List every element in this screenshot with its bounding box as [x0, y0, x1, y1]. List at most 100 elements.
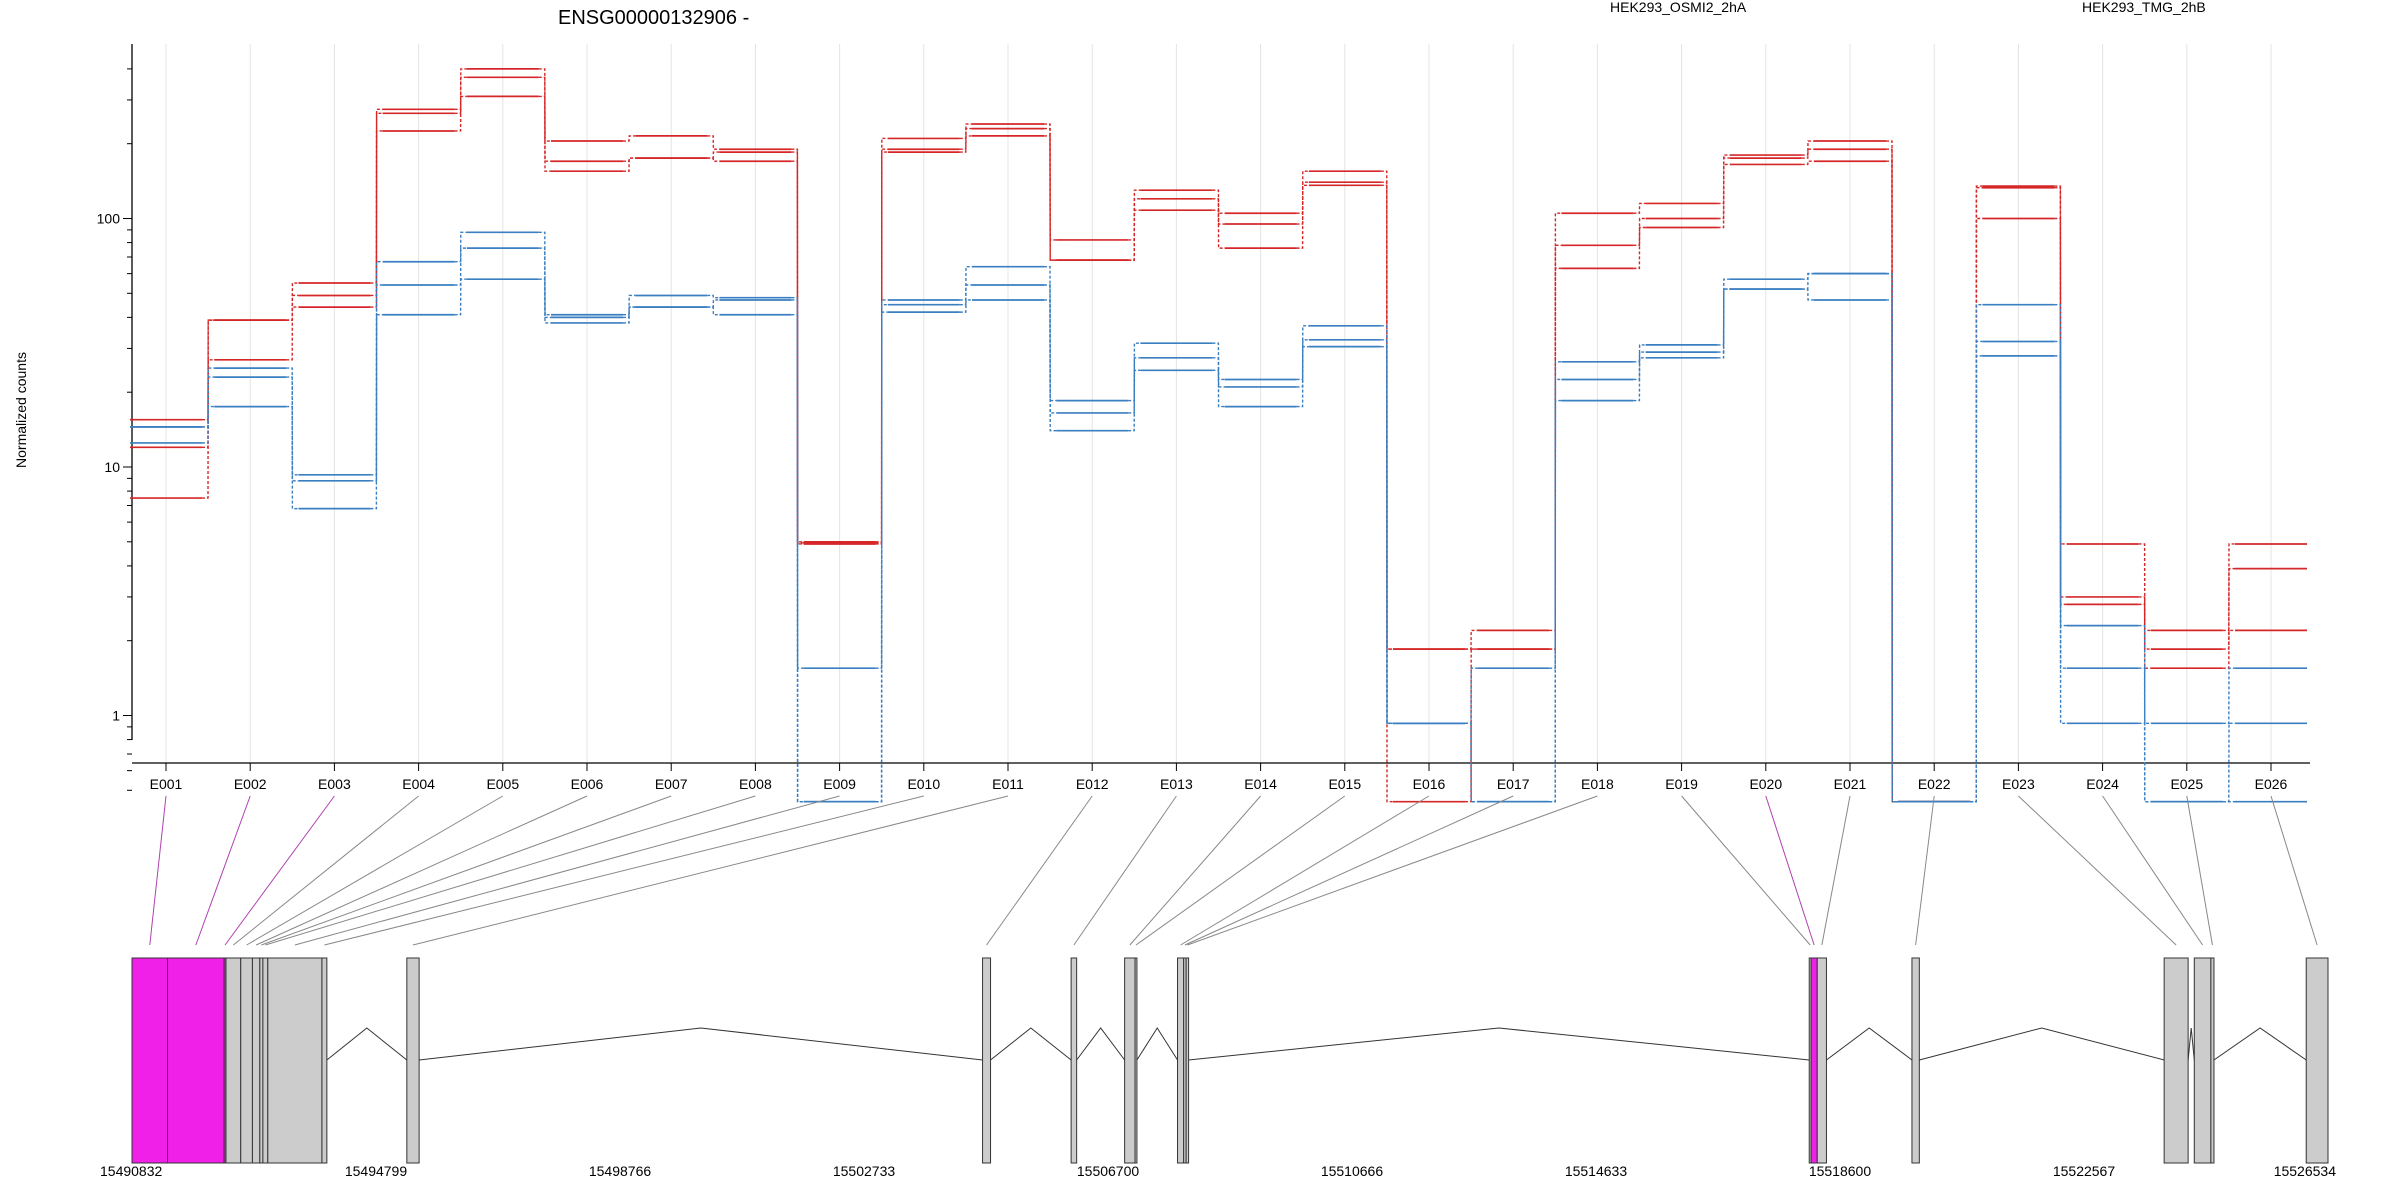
exon-E018 [1185, 957, 1190, 1164]
transition-E019 [1717, 163, 1730, 229]
y-tick-label: 1 [112, 708, 120, 724]
transition-E017 [1549, 212, 1562, 632]
legend-item-2: HEK293_TMG_2hB [2082, 0, 2206, 15]
transition-E019 [1717, 288, 1730, 359]
transition-E021 [1886, 299, 1899, 803]
transition-E009 [875, 299, 888, 669]
transition-E012 [1128, 209, 1141, 261]
transition-E020 [1801, 288, 1814, 301]
transition-E012 [1128, 342, 1141, 402]
transition-E023 [2054, 355, 2067, 725]
exon-E011 [406, 957, 420, 1164]
exon-E012 [982, 957, 992, 1164]
transition-E011 [1044, 265, 1057, 402]
genomic-tick-label: 15522567 [2053, 1163, 2116, 1179]
connector-E013 [1073, 795, 1177, 946]
transition-E022 [1970, 185, 1983, 803]
x-tick-label-E025: E025 [2170, 776, 2203, 792]
transition-E011 [1044, 123, 1057, 241]
transition-E010 [959, 127, 972, 150]
transition-E015 [1380, 345, 1393, 725]
transition-E007 [707, 157, 720, 162]
connector-E026 [2270, 795, 2318, 946]
x-tick-label-E026: E026 [2255, 776, 2288, 792]
x-tick-label-E004: E004 [402, 776, 435, 792]
intron-2 [419, 1027, 983, 1061]
x-tick-label-E013: E013 [1160, 776, 1193, 792]
transition-E001 [202, 319, 215, 499]
x-tick-label-E016: E016 [1413, 776, 1446, 792]
transition-E003 [370, 284, 383, 482]
exon-E024 [2193, 957, 2212, 1164]
transition-E002 [286, 306, 299, 321]
series-5 [130, 247, 2307, 803]
intron-7 [1826, 1027, 1913, 1061]
transition-E007 [707, 299, 720, 308]
transition-E004 [454, 231, 467, 263]
transition-E004 [454, 278, 467, 316]
transition-E016 [1465, 629, 1478, 650]
y-axis-label: Normalized counts [13, 352, 29, 468]
transition-E003 [370, 130, 383, 308]
exon-E023 [2163, 957, 2189, 1164]
x-tick-label-E018: E018 [1581, 776, 1614, 792]
connector-E021 [1821, 795, 1851, 946]
genomic-tick-label: 15526534 [2274, 1163, 2337, 1179]
chart-title: ENSG00000132906 - [558, 7, 749, 29]
genomic-axis: 15490832 15494799 15498766 15502733 15506700… [100, 1163, 2336, 1179]
transition-E020 [1801, 160, 1814, 166]
transition-E015 [1380, 184, 1393, 803]
x-tick-label-E024: E024 [2086, 776, 2119, 792]
connector-E016 [1180, 795, 1430, 946]
transition-E003 [370, 314, 383, 510]
transition-E025 [2222, 543, 2235, 632]
exon-E026 [2305, 957, 2329, 1164]
series-6 [130, 278, 2307, 803]
transition-E006 [623, 306, 636, 324]
x-tick-label-E010: E010 [907, 776, 940, 792]
x-tick-label-E023: E023 [2002, 776, 2035, 792]
intron-3 [990, 1027, 1072, 1061]
transition-E006 [623, 294, 636, 316]
x-tick-label-E017: E017 [1497, 776, 1530, 792]
series-lines [130, 68, 2307, 803]
transition-E025 [2222, 667, 2235, 725]
transition-E013 [1212, 209, 1225, 249]
transition-E011 [1044, 135, 1057, 261]
transition-E012 [1128, 369, 1141, 432]
connector-E014 [1129, 795, 1261, 946]
intron-10 [2213, 1027, 2307, 1061]
intron-6 [1188, 1027, 1810, 1061]
transition-E020 [1801, 140, 1814, 156]
transition-E024 [2138, 596, 2151, 650]
series-4 [130, 231, 2307, 803]
transition-E011 [1044, 299, 1057, 432]
transition-E002 [286, 376, 299, 482]
transition-E010 [959, 123, 972, 140]
exon-E001 [131, 957, 169, 1164]
transition-E023 [2054, 217, 2067, 606]
transition-E010 [959, 284, 972, 306]
genomic-tick-label: 15506700 [1077, 1163, 1140, 1179]
connector-E008 [265, 795, 756, 946]
connector-E011 [412, 795, 1009, 946]
x-tick-label-E002: E002 [234, 776, 267, 792]
series-3 [130, 95, 2307, 803]
exon-E022 [1911, 957, 1920, 1164]
transition-E007 [707, 135, 720, 150]
transition-E009 [875, 311, 888, 803]
exon-E020 [1810, 957, 1818, 1164]
connector-E015 [1135, 795, 1346, 946]
transition-E011 [1044, 284, 1057, 414]
transition-E018 [1633, 357, 1646, 402]
transition-E014 [1296, 184, 1309, 249]
transition-E022 [1970, 355, 1983, 803]
genomic-tick-label: 15498766 [589, 1163, 652, 1179]
genomic-tick-label: 15490832 [100, 1163, 163, 1179]
exon-E004 [225, 957, 242, 1164]
transition-E024 [2138, 624, 2151, 725]
exon-E009 [267, 957, 323, 1164]
transition-E020 [1801, 272, 1814, 290]
transition-E016 [1465, 648, 1478, 803]
x-tick-label-E006: E006 [571, 776, 604, 792]
